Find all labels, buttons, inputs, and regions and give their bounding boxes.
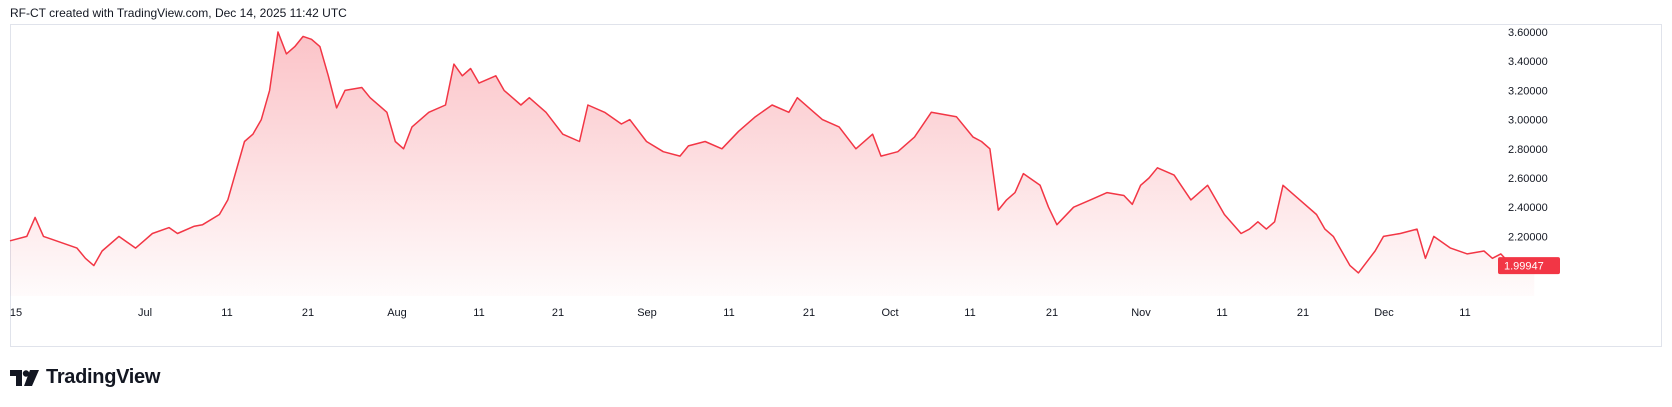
x-tick-label: Dec xyxy=(1374,307,1394,319)
x-tick-label: 21 xyxy=(302,307,314,319)
y-tick-label: 2.40000 xyxy=(1508,202,1548,214)
x-tick-label: 15 xyxy=(10,307,22,319)
price-area-fill xyxy=(10,32,1535,296)
x-tick-label: Sep xyxy=(637,307,657,319)
y-tick-label: 3.60000 xyxy=(1508,27,1548,39)
y-tick-label: 2.20000 xyxy=(1508,231,1548,243)
tradingview-logo[interactable]: TradingView xyxy=(10,366,160,389)
chart-caption: RF-CT created with TradingView.com, Dec … xyxy=(10,6,347,20)
x-tick-label: 11 xyxy=(221,307,232,319)
chart-frame[interactable] xyxy=(10,24,1662,347)
y-tick-label: 3.20000 xyxy=(1508,85,1548,97)
y-axis: 3.60000 3.40000 3.20000 3.00000 2.80000 2.600… xyxy=(1508,27,1548,243)
y-tick-label: 2.60000 xyxy=(1508,173,1548,185)
price-chart[interactable]: 3.60000 3.40000 3.20000 3.00000 2.80000 2.600… xyxy=(0,0,1672,350)
x-tick-label: 21 xyxy=(1046,307,1058,319)
x-tick-label: 21 xyxy=(552,307,564,319)
x-tick-label: 21 xyxy=(1297,307,1309,319)
x-axis: 15 Jul 11 21 Aug 11 21 Sep 11 21 Oct 11 21 Nov 11 21 Dec… xyxy=(10,307,1471,319)
x-tick-label: 11 xyxy=(1459,307,1470,319)
x-tick-label: Oct xyxy=(881,307,898,319)
y-tick-label: 3.00000 xyxy=(1508,115,1548,127)
x-tick-label: 11 xyxy=(1216,307,1227,319)
y-tick-label: 3.40000 xyxy=(1508,56,1548,68)
x-tick-label: Nov xyxy=(1131,307,1151,319)
tradingview-logo-text: TradingView xyxy=(46,366,161,388)
last-price-badge: 1.99947 xyxy=(1498,257,1560,275)
x-tick-label: 11 xyxy=(473,307,484,319)
x-tick-label: 11 xyxy=(964,307,975,319)
price-line xyxy=(9,31,1535,274)
x-tick-label: Jul xyxy=(138,307,152,319)
y-tick-label: 2.80000 xyxy=(1508,144,1548,156)
x-tick-label: Aug xyxy=(387,307,407,319)
x-tick-label: 11 xyxy=(723,307,734,319)
x-tick-label: 21 xyxy=(803,307,815,319)
last-price-label: 1.99947 xyxy=(1504,261,1544,273)
tradingview-logo-icon xyxy=(10,369,39,386)
